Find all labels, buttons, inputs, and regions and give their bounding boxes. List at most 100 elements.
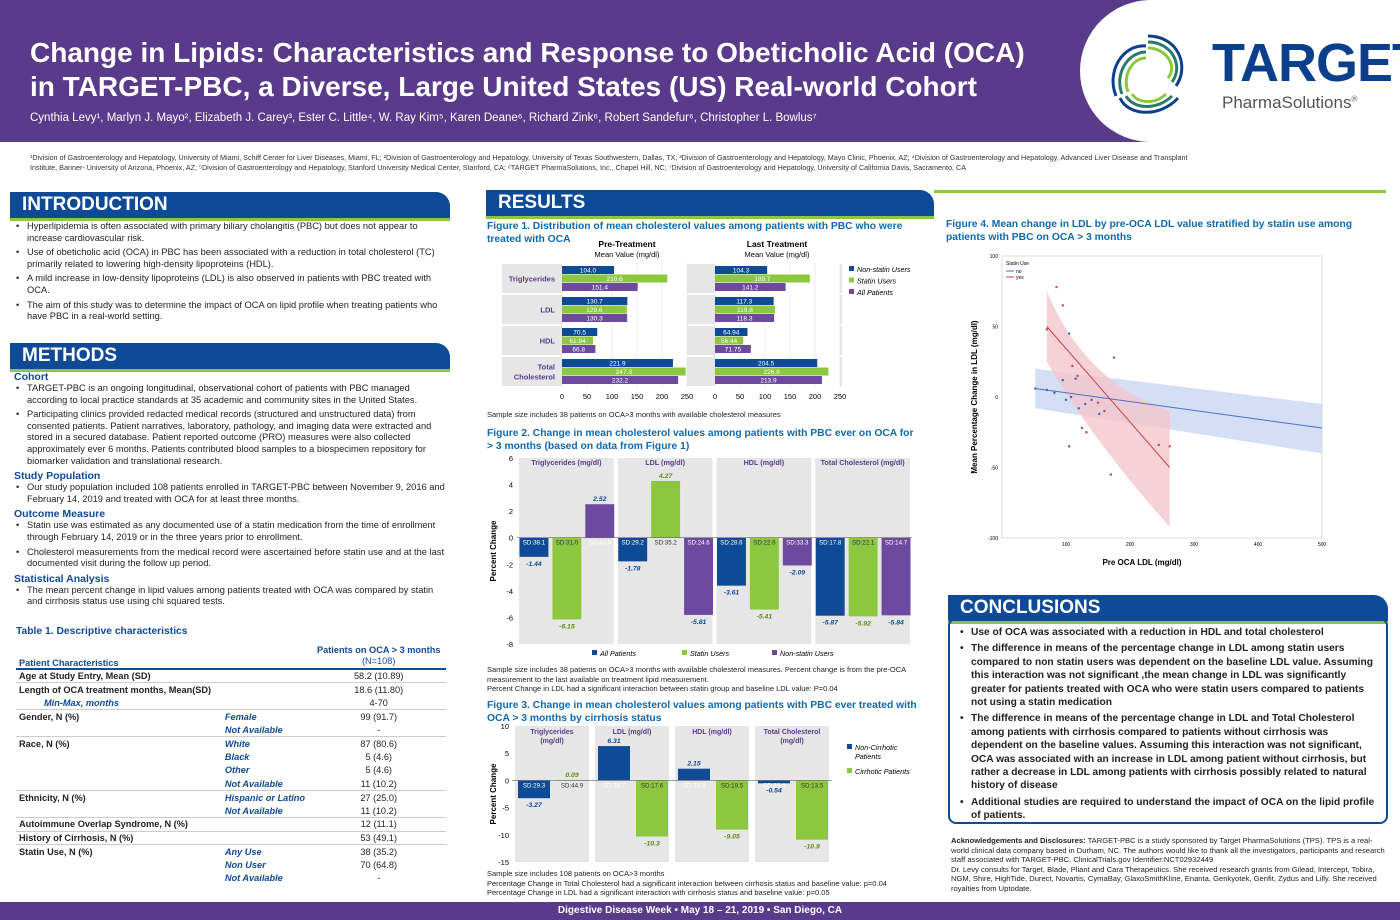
methods-heading: METHODS (10, 343, 450, 372)
fig1-bar (715, 314, 775, 322)
list-item: The difference in means of the percentag… (958, 642, 1378, 709)
fig4-y-tick: -50 (991, 466, 998, 472)
fig4-x-tick: 100 (1062, 542, 1071, 548)
fig4-point (1157, 443, 1160, 447)
table-row: History of Cirrhosis, N (%) 53 (49.1) (16, 831, 446, 845)
list-item: Cholesterol measurements from the medica… (14, 547, 450, 570)
fig4-legend-title: Statin Use (1006, 261, 1029, 267)
fig2-sd-label: SD:38.1 (523, 540, 546, 547)
fig3-legend-swatch (847, 768, 852, 773)
fig4-point (1068, 332, 1071, 335)
fig2-y-tick: 4 (509, 481, 513, 490)
fig1-bar-label: 141.2 (742, 285, 759, 292)
cohort-bullets: TARGET-PBC is an ongoing longitudinal, o… (14, 383, 450, 467)
fig2-y-tick: -8 (506, 640, 513, 649)
fig2-value-label: -5.81 (691, 619, 707, 626)
brand-sub-text: PharmaSolutions (1222, 93, 1352, 112)
fig4-title: Figure 4. Mean change in LDL by pre-OCA … (946, 219, 1353, 243)
fig4-band-yes (1046, 291, 1170, 527)
fig1-bar (715, 305, 775, 314)
table-cell-label: Age at Study Entry, Mean (SD) (19, 671, 151, 681)
poster-title: Change in Lipids: Characteristics and Re… (30, 36, 1060, 104)
table-cell-sub: Hispanic or Latino (224, 792, 306, 803)
fig1-bar-label: 56.44 (721, 338, 738, 345)
outcome-heading: Outcome Measure (14, 508, 106, 521)
fig4-point (1085, 431, 1088, 434)
fig4-point (1061, 378, 1064, 382)
cohort-heading: Cohort (14, 371, 49, 383)
outcome-bullets: Statin use was estimated as any document… (14, 520, 450, 569)
fig2-value-label: -6.15 (559, 623, 575, 630)
table-row: Length of OCA treatment months, Mean(SD)… (16, 682, 446, 697)
table-row: Min-Max, months 4-70 (16, 696, 446, 710)
fig1-bar-label: 64.94 (723, 330, 740, 337)
fig1-bar (562, 359, 673, 367)
fig2-value-label: -5.87 (822, 620, 839, 627)
fig1-bar (715, 283, 786, 291)
methods-body: Cohort TARGET-PBC is an ongoing longitud… (14, 369, 450, 611)
fig2-y-tick: 6 (509, 454, 513, 463)
fig3-title: Figure 3. Change in mean cholesterol val… (487, 700, 917, 724)
fig4-point (1061, 304, 1064, 307)
fig4-point (1112, 356, 1116, 359)
fig1-bar (562, 345, 596, 353)
fig1-x-tick: 100 (759, 392, 772, 401)
fig2-value-label: -5.92 (855, 620, 871, 627)
fig1-bar-label: 117.3 (736, 299, 752, 306)
fig3-category-label: HDL (mg/dl) (692, 729, 732, 736)
affiliations: ¹Division of Gastroenterology and Hepato… (30, 153, 1188, 172)
fig2-bar (585, 504, 615, 538)
table-cell-value: 5 (4.6) (365, 765, 392, 776)
table-cell-sub: Female (224, 711, 257, 722)
fig4-point (1074, 377, 1077, 380)
fig3-bar (598, 746, 630, 781)
fig1-x-tick: 50 (736, 392, 744, 401)
stats-heading: Statistical Analysis (14, 572, 110, 585)
fig2-bar (651, 480, 681, 538)
table-cell-label (16, 804, 222, 818)
fig2-value-label: -5.41 (757, 614, 773, 621)
fig1-x-tick: 100 (606, 392, 619, 401)
fig3-sd-label: SD:35.7 (603, 782, 626, 789)
fig3-note-2: Percentage Change in Total Cholesterol h… (487, 878, 887, 888)
table-cell-label: Ethnicity, N (%) (19, 792, 86, 803)
population-heading: Study Population (14, 470, 101, 483)
fig1-bar-label: 151.4 (592, 285, 609, 292)
fig2-sd-label: SD:22.1 (852, 540, 875, 547)
fig4-point (1168, 445, 1171, 448)
fig3-category-label: LDL (mg/dl) (613, 729, 652, 736)
fig1-unit: Mean Value (mg/dl) (595, 250, 660, 259)
intro-bullets: Hyperlipidemia is often associated with … (14, 221, 450, 326)
table-cell-label (16, 764, 222, 778)
fig1-legend-swatch (849, 266, 854, 271)
fig3-legend-label-cont: Patients (855, 752, 881, 761)
fig1-bar-label: 61.94 (569, 338, 586, 345)
fig1-category-label: Total (538, 363, 555, 372)
list-item: TARGET-PBC is an ongoing longitudinal, o… (14, 383, 450, 406)
fig1-panel-title: Pre-Treatment (598, 239, 655, 249)
fig3-value-label: -10.3 (644, 840, 660, 847)
fig2-sd-label: SD:14.7 (885, 540, 908, 547)
fig2-chart: Percent Change 6 4 2 0 -2 -4 -6 -8 Triglycerides … (489, 454, 912, 658)
fig4-point (1096, 401, 1100, 404)
table-row: Other 5 (4.6) (16, 764, 446, 778)
table-cell-label: History of Cirrhosis, N (%) (19, 832, 134, 843)
list-item: The aim of this study was to determine t… (14, 300, 450, 323)
fig3-sd-label: SD:44.9 (561, 782, 584, 789)
fig3-value-label: -9.05 (724, 834, 740, 841)
fig1-bar (715, 359, 818, 367)
fig3-legend-label: Non-Cirrhotic (855, 743, 898, 752)
fig3-y-tick: -10 (498, 831, 509, 840)
fig3-note: Sample size includes 108 patients on OCA… (487, 869, 927, 898)
fig2-legend-swatch (772, 650, 777, 655)
table-title: Table 1. Descriptive characteristics (16, 626, 188, 637)
fig4-point (1084, 402, 1087, 406)
fig2-category-label: LDL (mg/dl) (645, 458, 685, 467)
title-line-1: Change in Lipids: Characteristics and Re… (30, 37, 1025, 68)
acknowledgements: Acknowledgements and Disclosures: TARGET… (951, 836, 1387, 893)
table-row: Autoimmune Overlap Syndrome, N (%) 12 (11… (16, 817, 446, 832)
fig1-x-tick: 0 (713, 392, 717, 401)
fig2-value-label: 4.27 (658, 473, 673, 480)
fig2-y-tick: 2 (509, 507, 513, 516)
fig4-fit-line-no (1035, 388, 1323, 429)
